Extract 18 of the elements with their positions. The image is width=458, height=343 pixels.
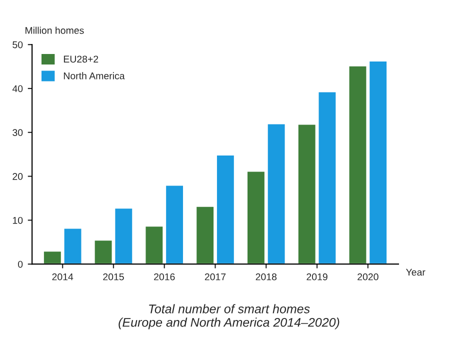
y-tick-label: 10 [12,216,23,224]
legend-label: North America [64,72,125,80]
y-tick-label: 0 [18,260,23,268]
x-tick-label: 2015 [103,273,124,280]
y-axis-title: Million homes [26,26,84,34]
y-tick-label: 30 [12,129,23,136]
x-tick-label: 2018 [256,273,277,280]
x-tick-label: 2017 [204,273,226,280]
x-tick-label: 2020 [358,273,378,280]
y-tick-label: 20 [12,173,23,180]
text: Total number of smart homes (Europe and North America 2014–2020) [118,304,340,330]
x-tick-label: 2016 [154,273,175,280]
x-axis-title: Year [406,268,426,276]
legend-label: EU28+2 [64,56,98,63]
y-tick-label: 50 [12,41,23,48]
x-tick-label: 2014 [52,273,74,280]
x-tick-label: 2019 [306,273,328,280]
y-tick-label: 40 [12,85,23,92]
